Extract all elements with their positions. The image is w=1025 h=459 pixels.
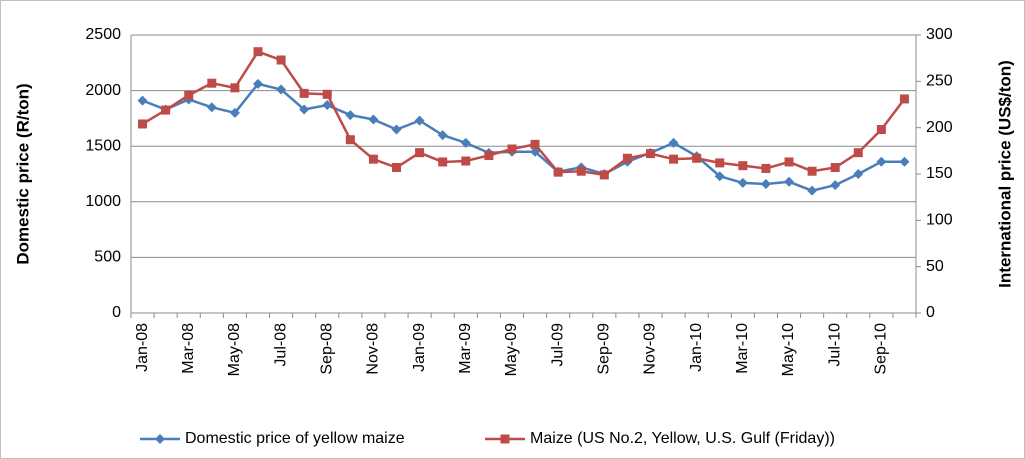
point: [229, 107, 240, 118]
x-tick-label: Nov-08: [365, 323, 382, 375]
point: [760, 179, 771, 190]
point: [737, 177, 748, 188]
point: [345, 110, 356, 121]
x-tick-label: Jul-09: [549, 323, 566, 367]
series-line: [141, 50, 906, 177]
y2-tick-label: 50: [926, 258, 944, 275]
x-tick-label: Sep-08: [318, 323, 335, 375]
x-tick-label: Jul-08: [272, 323, 289, 367]
x-tick-label: May-10: [780, 323, 797, 376]
y2-tick-label: 250: [926, 73, 953, 90]
point: [252, 78, 263, 89]
point: [138, 119, 148, 129]
point: [784, 157, 794, 167]
point: [876, 125, 886, 135]
point: [392, 163, 402, 173]
x-tick-label: Mar-10: [734, 323, 751, 374]
x-tick-label: Sep-10: [873, 323, 890, 375]
point: [668, 137, 679, 148]
point: [500, 434, 510, 444]
x-tick-label: Jan-08: [134, 323, 151, 372]
point: [230, 83, 240, 93]
point: [876, 156, 887, 167]
series-line: [142, 82, 905, 192]
x-tick-label: May-09: [503, 323, 520, 376]
y2-tick-label: 100: [926, 212, 953, 229]
legend-label: Domestic price of yellow maize: [185, 430, 405, 447]
point: [438, 157, 448, 167]
point: [415, 148, 425, 158]
point: [345, 135, 355, 145]
point: [276, 84, 287, 95]
y-tick-label: 0: [112, 304, 121, 321]
x-tick-label: Mar-08: [180, 323, 197, 374]
point: [484, 150, 494, 160]
point: [322, 89, 332, 99]
x-tick-label: Mar-09: [457, 323, 474, 374]
point: [322, 100, 333, 111]
point: [414, 115, 425, 126]
x-tick-label: Nov-09: [642, 323, 659, 375]
point: [669, 154, 679, 164]
point: [553, 167, 563, 177]
point: [599, 170, 609, 180]
point: [155, 434, 165, 444]
point: [853, 169, 864, 179]
point: [530, 139, 540, 149]
point: [137, 95, 148, 106]
point: [714, 171, 725, 182]
point: [576, 166, 586, 176]
point: [784, 176, 795, 187]
point: [830, 180, 841, 191]
legend-label: Maize (US No.2, Yellow, U.S. Gulf (Frida…: [530, 430, 835, 447]
y-tick-label: 1000: [85, 193, 121, 210]
point: [207, 78, 217, 88]
point: [738, 161, 748, 171]
point: [807, 185, 818, 196]
x-tick-label: May-08: [226, 323, 243, 376]
point: [899, 94, 909, 104]
y2-axis-title: International price (US$/ton): [995, 60, 1014, 288]
x-tick-label: Jan-09: [411, 323, 428, 372]
point: [437, 130, 448, 141]
point: [253, 47, 263, 57]
point: [622, 153, 632, 163]
y-tick-label: 500: [94, 249, 121, 266]
y-tick-label: 1500: [85, 137, 121, 154]
y2-tick-label: 0: [926, 304, 935, 321]
y-tick-label: 2000: [85, 82, 121, 99]
y2-tick-label: 150: [926, 165, 953, 182]
point: [899, 156, 910, 167]
x-tick-label: Jan-10: [688, 323, 705, 372]
x-tick-label: Jul-10: [826, 323, 843, 367]
point: [460, 137, 471, 148]
point: [368, 114, 379, 125]
point: [645, 149, 655, 159]
y-tick-label: 2500: [85, 26, 121, 43]
point: [807, 166, 817, 176]
x-tick-label: Sep-09: [596, 323, 613, 375]
y2-tick-label: 200: [926, 119, 953, 136]
y2-tick-label: 300: [926, 26, 953, 43]
point: [184, 90, 194, 100]
point: [507, 144, 517, 154]
point: [368, 154, 378, 164]
point: [715, 158, 725, 168]
point: [299, 88, 309, 98]
point: [461, 156, 471, 166]
point: [391, 124, 402, 135]
point: [299, 104, 310, 115]
point: [276, 55, 286, 65]
y-axis-title: Domestic price (R/ton): [13, 83, 32, 264]
point: [830, 163, 840, 173]
point: [761, 163, 771, 173]
point: [692, 153, 702, 163]
point: [161, 105, 171, 115]
point: [206, 102, 217, 113]
point: [853, 148, 863, 158]
